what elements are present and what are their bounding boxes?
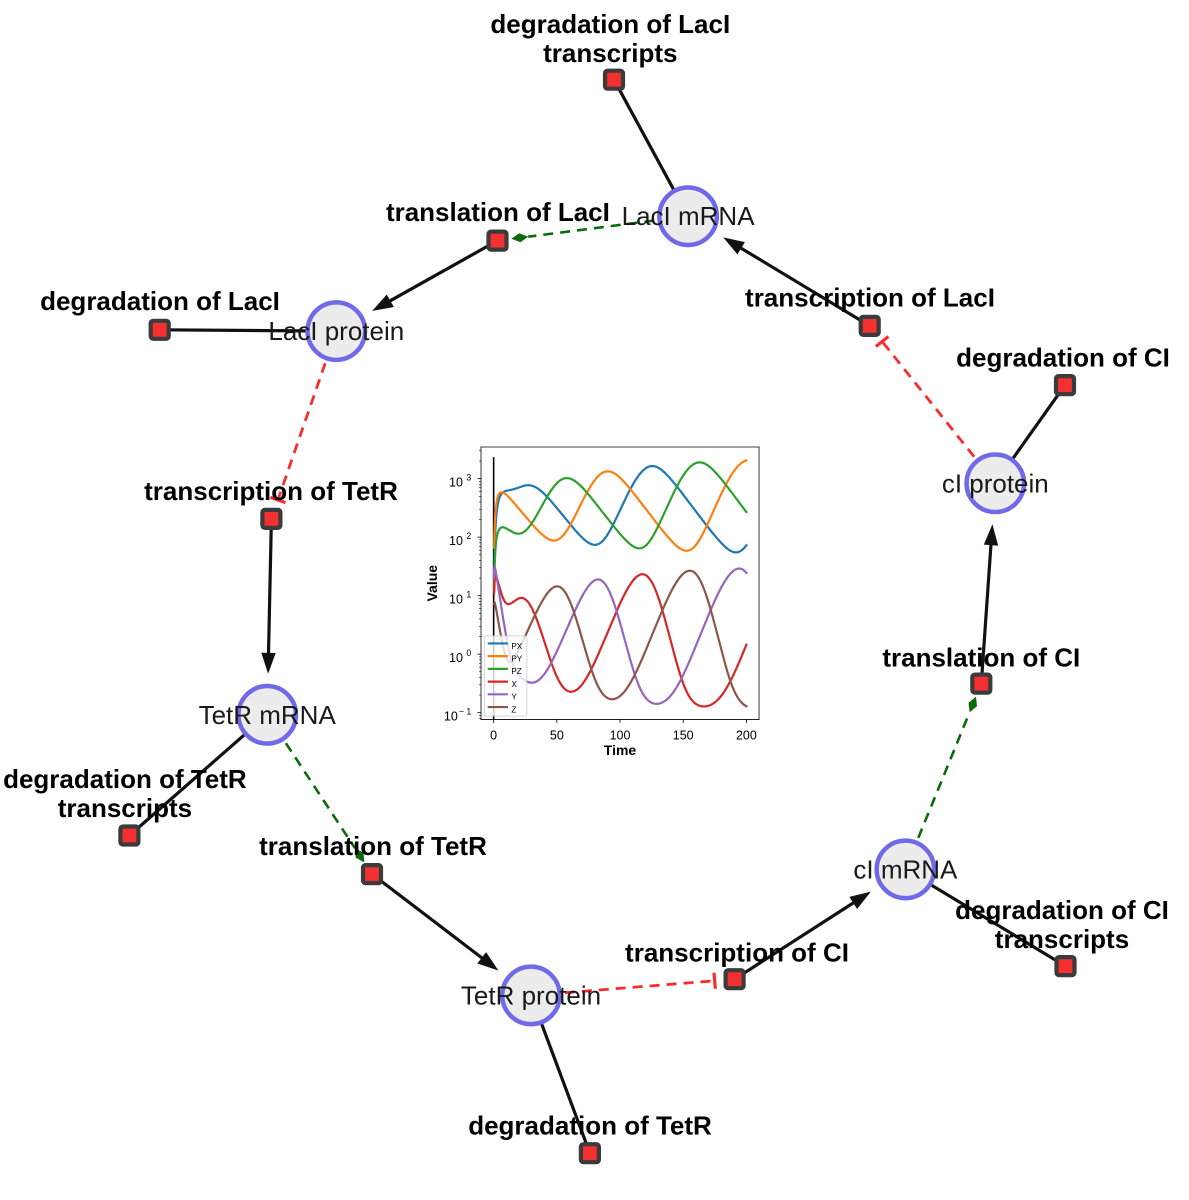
svg-text:200: 200 bbox=[736, 728, 757, 742]
svg-text:Time: Time bbox=[604, 742, 637, 758]
svg-text:cI protein: cI protein bbox=[942, 468, 1049, 498]
svg-text:translation of CI: translation of CI bbox=[882, 643, 1080, 673]
svg-text:100: 100 bbox=[610, 728, 631, 742]
svg-text:PX: PX bbox=[511, 642, 522, 651]
svg-text:degradation of LacI: degradation of LacI bbox=[490, 9, 730, 39]
svg-text:Z: Z bbox=[511, 705, 516, 714]
svg-text:degradation of CI: degradation of CI bbox=[956, 343, 1170, 373]
svg-text:transcripts: transcripts bbox=[995, 924, 1129, 954]
svg-text:1 0 3: 1 0 3 bbox=[449, 473, 471, 491]
svg-text:translation of TetR: translation of TetR bbox=[259, 831, 487, 861]
svg-text:1 0 1: 1 0 1 bbox=[449, 589, 471, 607]
svg-text:degradation of LacI: degradation of LacI bbox=[40, 286, 280, 316]
svg-text:PZ: PZ bbox=[511, 667, 521, 676]
svg-text:LacI mRNA: LacI mRNA bbox=[622, 201, 756, 231]
svg-text:Value: Value bbox=[424, 565, 440, 602]
svg-text:transcription of TetR: transcription of TetR bbox=[144, 476, 398, 506]
svg-text:1 0 0: 1 0 0 bbox=[449, 648, 471, 666]
svg-text:Y: Y bbox=[511, 693, 517, 702]
svg-text:degradation of TetR: degradation of TetR bbox=[468, 1111, 712, 1141]
svg-text:cI mRNA: cI mRNA bbox=[853, 854, 958, 884]
svg-text:degradation of TetR: degradation of TetR bbox=[3, 764, 247, 794]
svg-text:150: 150 bbox=[673, 728, 694, 742]
svg-text:1 0 −: 1 0 − 1 bbox=[444, 703, 471, 725]
svg-text:LacI protein: LacI protein bbox=[268, 316, 404, 346]
svg-text:50: 50 bbox=[550, 728, 564, 742]
svg-text:1 0 2: 1 0 2 bbox=[449, 531, 471, 549]
svg-text:transcripts: transcripts bbox=[543, 38, 677, 68]
svg-text:transcription of LacI: transcription of LacI bbox=[745, 283, 995, 313]
svg-text:PY: PY bbox=[511, 655, 522, 664]
svg-text:degradation of CI: degradation of CI bbox=[955, 895, 1169, 925]
svg-text:translation of LacI: translation of LacI bbox=[386, 197, 610, 227]
svg-text:transcription of CI: transcription of CI bbox=[625, 938, 849, 968]
svg-text:TetR protein: TetR protein bbox=[461, 980, 601, 1010]
svg-text:X: X bbox=[511, 680, 517, 689]
svg-text:transcripts: transcripts bbox=[58, 793, 192, 823]
svg-text:0: 0 bbox=[490, 728, 497, 742]
svg-text:TetR mRNA: TetR mRNA bbox=[199, 700, 337, 730]
